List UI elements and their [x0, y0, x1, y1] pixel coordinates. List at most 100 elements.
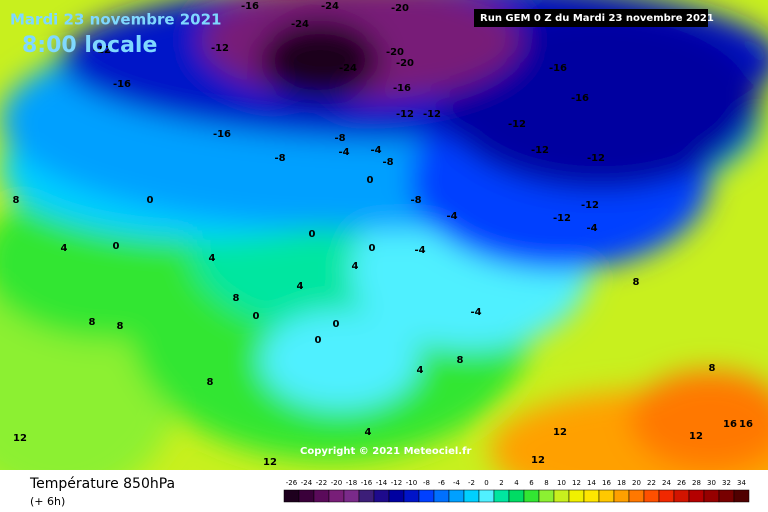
legend-swatch — [388, 489, 405, 503]
contour-label: 8 — [117, 321, 124, 332]
contour-label: -4 — [414, 245, 425, 256]
legend-swatch — [553, 489, 570, 503]
contour-label: -4 — [446, 211, 457, 222]
legend-swatch — [688, 489, 705, 503]
legend-tick-label: 0 — [484, 479, 488, 487]
contour-label: 4 — [417, 365, 424, 376]
contour-label: -16 — [213, 129, 231, 140]
contour-label: -20 — [386, 47, 404, 58]
legend-swatch — [313, 489, 330, 503]
legend-tick-label: 30 — [707, 479, 716, 487]
legend-tick-label: -22 — [316, 479, 327, 487]
contour-label: 4 — [352, 261, 359, 272]
contour-label: -12 — [587, 153, 605, 164]
contour-label: 0 — [369, 243, 376, 254]
legend-swatch — [703, 489, 720, 503]
legend-swatch — [643, 489, 660, 503]
contour-label: -4 — [370, 145, 381, 156]
legend-tick-label: 8 — [544, 479, 548, 487]
legend-tick-label: -12 — [391, 479, 402, 487]
contour-label: 0 — [309, 229, 316, 240]
contour-label: 4 — [365, 427, 372, 438]
contour-label: 8 — [13, 195, 20, 206]
legend-swatch — [523, 489, 540, 503]
legend-step: (+ 6h) — [30, 495, 65, 508]
legend-swatch — [673, 489, 690, 503]
legend-tick-label: -16 — [361, 479, 373, 487]
legend-title: Température 850hPa — [29, 476, 175, 492]
contour-label: -8 — [382, 157, 393, 168]
legend-swatch — [298, 489, 315, 503]
legend-swatch — [433, 489, 450, 503]
legend-swatch — [718, 489, 735, 503]
legend-tick-label: -2 — [468, 479, 475, 487]
contour-label: -16 — [113, 79, 131, 90]
legend-tick-label: 24 — [662, 479, 671, 487]
date: Mardi 23 novembre 2021 — [10, 11, 222, 29]
legend-tick-label: 16 — [602, 479, 611, 487]
legend-swatch — [733, 489, 750, 503]
legend-tick-label: -26 — [286, 479, 298, 487]
contour-label: -4 — [470, 307, 481, 318]
contour-label: 4 — [297, 281, 304, 292]
contour-label: 0 — [147, 195, 154, 206]
legend-tick-label: 10 — [557, 479, 566, 487]
contour-label: 16 — [739, 419, 753, 430]
legend-swatch — [568, 489, 585, 503]
contour-label: -20 — [391, 3, 409, 14]
contour-label: -24 — [321, 1, 339, 12]
contour-label: 16 — [723, 419, 737, 430]
legend-tick-label: -6 — [438, 479, 446, 487]
contour-label: -4 — [586, 223, 597, 234]
legend-tick-label: 2 — [499, 479, 503, 487]
legend-tick-label: 12 — [572, 479, 581, 487]
contour-label: 4 — [61, 243, 68, 254]
contour-label: -24 — [291, 19, 309, 30]
legend-tick-label: 4 — [514, 479, 519, 487]
legend-swatch — [418, 489, 435, 503]
legend-tick-label: -8 — [423, 479, 430, 487]
contour-label: -12 — [211, 43, 229, 54]
contour-label: -12 — [93, 45, 111, 56]
copyright: Copyright © 2021 Meteociel.fr — [300, 446, 471, 457]
contour-label: 12 — [553, 427, 567, 438]
legend-tick-label: 26 — [677, 479, 686, 487]
contour-label: 12 — [13, 433, 27, 444]
legend-swatch — [358, 489, 375, 503]
contour-label: 8 — [233, 293, 240, 304]
contour-label: -16 — [393, 83, 411, 94]
contour-label: -8 — [410, 195, 421, 206]
legend-swatch — [403, 489, 420, 503]
legend-tick-label: 28 — [692, 479, 701, 487]
legend-tick-label: 22 — [647, 479, 656, 487]
legend-swatch — [508, 489, 525, 503]
contour-label: -12 — [553, 213, 571, 224]
contour-label: -12 — [581, 200, 599, 211]
contour-label: 0 — [315, 335, 322, 346]
legend-tick-label: -10 — [406, 479, 417, 487]
legend-tick-label: 20 — [632, 479, 641, 487]
contour-label: 0 — [367, 175, 374, 186]
legend-swatch — [343, 489, 360, 503]
contour-label: 8 — [89, 317, 96, 328]
contour-label: 4 — [209, 253, 216, 264]
legend-swatch — [478, 489, 495, 503]
legend-tick-label: 32 — [722, 479, 731, 487]
legend-tick-label: -24 — [301, 479, 313, 487]
run-info: Run GEM 0 Z du Mardi 23 novembre 2021 — [480, 13, 714, 24]
contour-label: -12 — [531, 145, 549, 156]
contour-label: -12 — [508, 119, 526, 130]
legend-swatch — [583, 489, 600, 503]
legend-swatch — [328, 489, 345, 503]
contour-label: -20 — [396, 58, 414, 69]
legend-tick-label: 14 — [587, 479, 596, 487]
legend-tick-label: -18 — [346, 479, 357, 487]
contour-label: 0 — [333, 319, 340, 330]
contour-label: 12 — [263, 457, 277, 468]
legend-tick-label: -4 — [453, 479, 461, 487]
contour-label: 8 — [207, 377, 214, 388]
contour-label: -16 — [241, 1, 259, 12]
legend-swatch — [628, 489, 645, 503]
legend-swatch — [283, 489, 300, 503]
